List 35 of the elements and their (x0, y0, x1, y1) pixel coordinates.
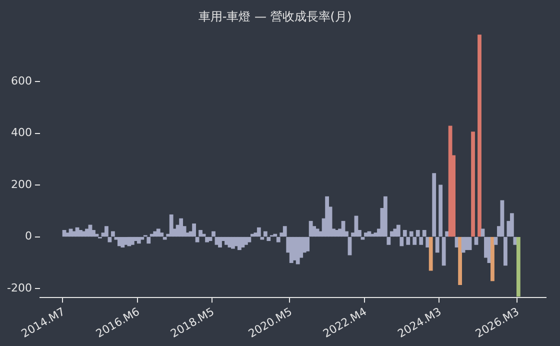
bar (263, 231, 268, 237)
bar (276, 236, 280, 242)
bar (146, 236, 151, 244)
bar (256, 227, 261, 237)
bar (169, 214, 174, 237)
bar (428, 236, 433, 271)
y-tick-label: 0 (24, 230, 32, 243)
bar (136, 236, 141, 244)
bar (516, 236, 520, 297)
bar (156, 228, 160, 237)
bar (247, 236, 252, 242)
bar (205, 236, 209, 242)
bar (478, 34, 482, 237)
bar (160, 232, 164, 237)
y-tick-label: 600 (10, 74, 32, 88)
bar (218, 236, 222, 248)
bar (130, 236, 134, 245)
bar (490, 236, 494, 282)
chart-title: 車用-車燈 — 營收成長率(月) (198, 9, 352, 24)
bar (474, 236, 478, 245)
bar (78, 230, 82, 237)
y-tick-label: 400 (10, 126, 32, 140)
bar (85, 228, 89, 237)
bar (325, 196, 329, 237)
bar (179, 218, 184, 237)
y-tick-label: 200 (10, 178, 32, 191)
bar (140, 236, 144, 240)
bar (162, 236, 167, 240)
bar (292, 236, 297, 260)
bar (471, 132, 475, 237)
y-tick-label: -200 (6, 281, 32, 294)
bar (458, 236, 462, 285)
bar (224, 236, 228, 245)
bar (120, 236, 125, 248)
bar (393, 228, 398, 237)
